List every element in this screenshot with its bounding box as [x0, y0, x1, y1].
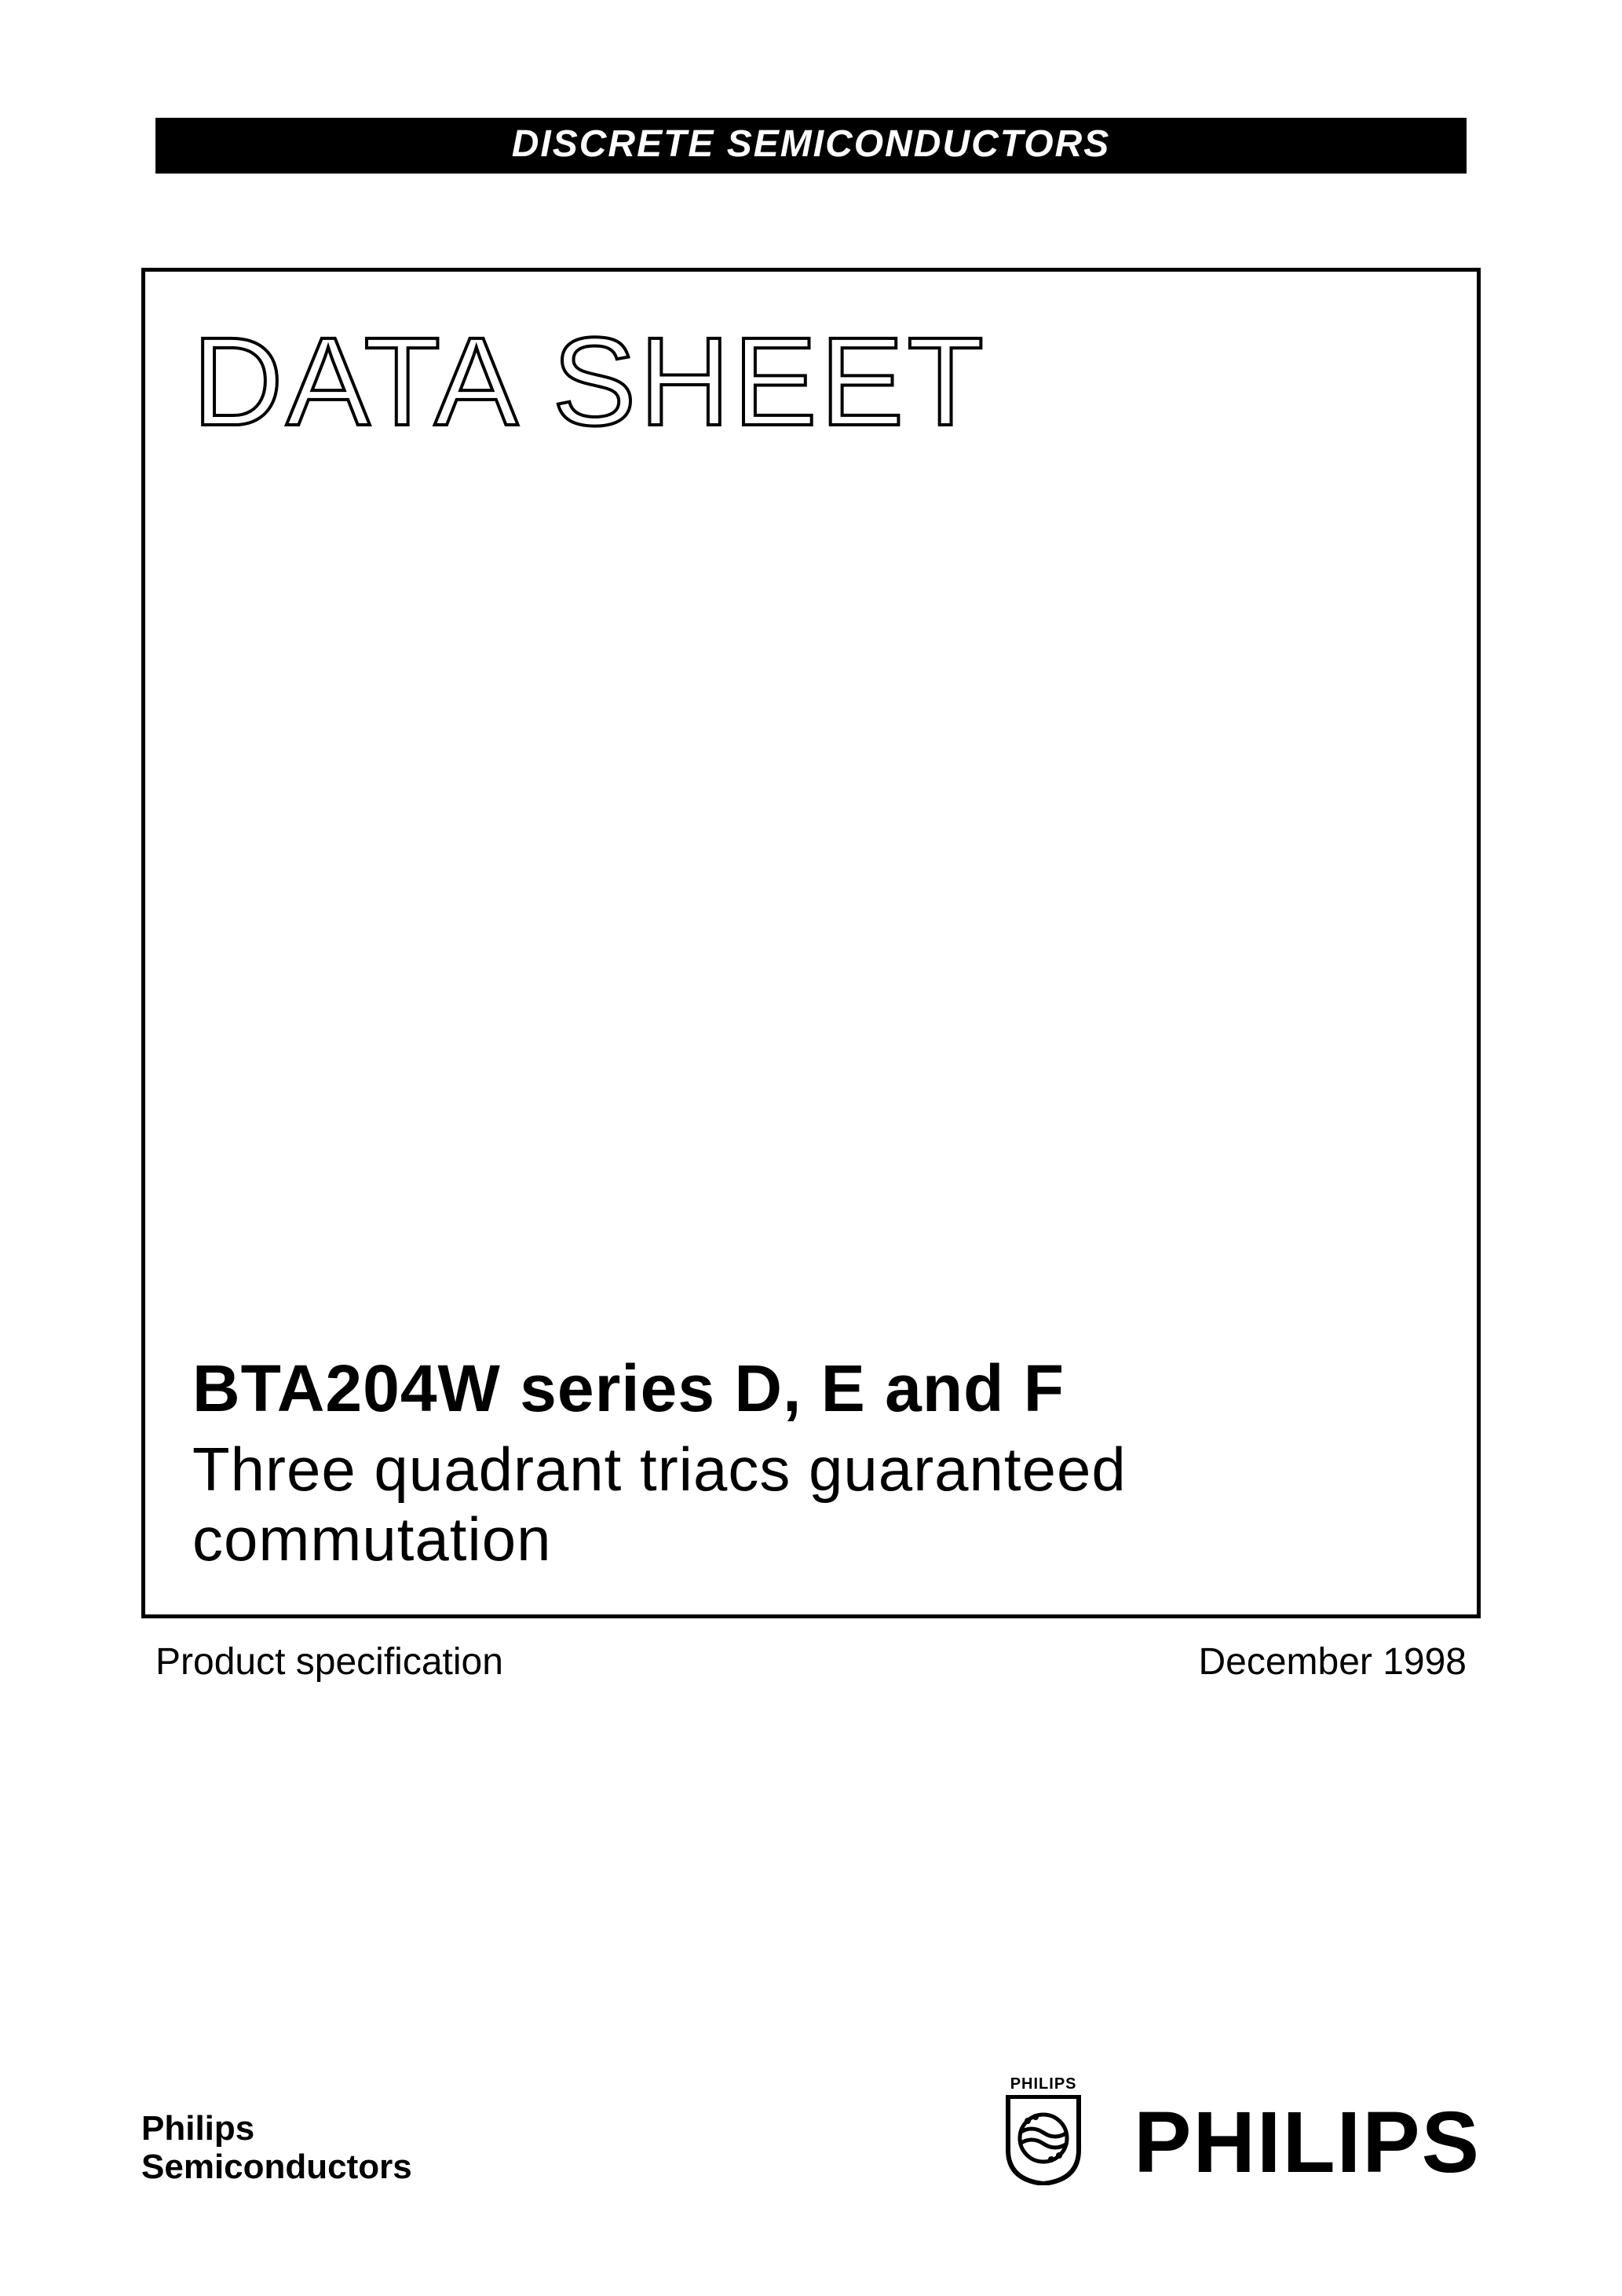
doc-date: December 1998 — [1198, 1640, 1467, 1684]
footer-company: Philips Semiconductors — [141, 2110, 412, 2186]
product-name: BTA204W series D, E and F — [192, 1351, 1430, 1427]
footer: Philips Semiconductors PHILIPS PHILIPS — [141, 2076, 1481, 2186]
shield-label: PHILIPS — [1010, 2076, 1077, 2092]
product-block: BTA204W series D, E and F Three quadrant… — [192, 1351, 1430, 1575]
footer-line1: Philips — [141, 2110, 412, 2148]
philips-shield-icon: PHILIPS — [1000, 2076, 1087, 2186]
datasheet-box: DATA SHEET BTA204W series D, E and F Thr… — [141, 268, 1481, 1618]
doc-type: Product specification — [155, 1640, 503, 1684]
footer-line2: Semiconductors — [141, 2148, 412, 2186]
subline-row: Product specification December 1998 — [141, 1640, 1481, 1684]
datasheet-title: DATA SHEET — [192, 319, 1430, 444]
footer-branding: PHILIPS PHILIPS — [1000, 2076, 1481, 2186]
philips-wordmark: PHILIPS — [1134, 2100, 1481, 2186]
banner-text: DISCRETE SEMICONDUCTORS — [512, 123, 1111, 165]
category-banner: DISCRETE SEMICONDUCTORS — [155, 118, 1467, 174]
shield-svg-icon — [1004, 2095, 1083, 2185]
page: DISCRETE SEMICONDUCTORS DATA SHEET BTA20… — [0, 0, 1622, 2296]
product-description: Three quadrant triacs guaranteed commuta… — [192, 1435, 1430, 1575]
